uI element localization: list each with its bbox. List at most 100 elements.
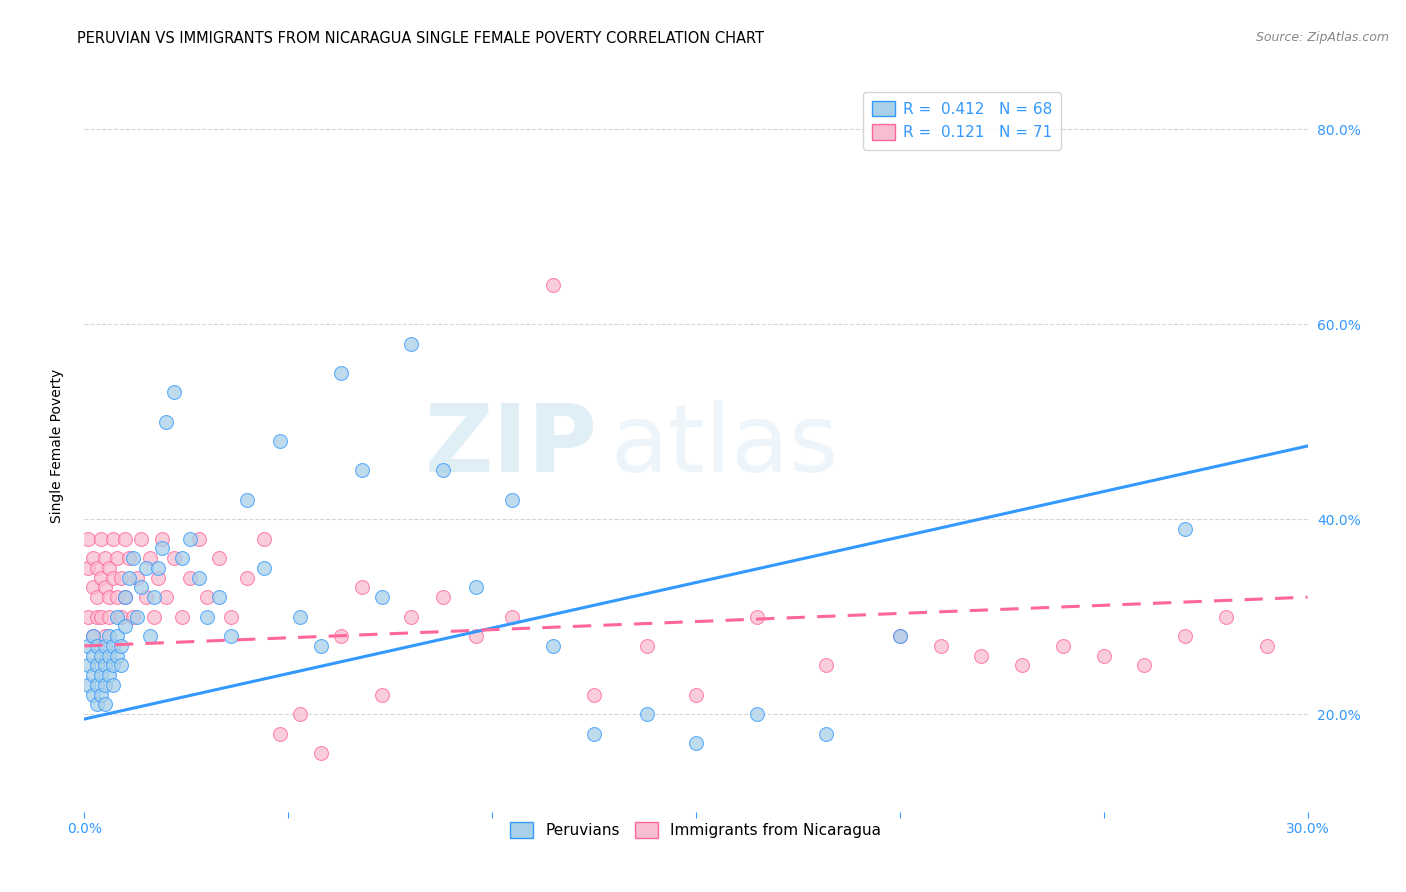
Point [150, 532, 173, 546]
Point [543, 639, 565, 653]
Point [93, 639, 115, 653]
Point [97, 561, 120, 575]
Point [187, 532, 209, 546]
Point [86, 639, 108, 653]
Point [138, 629, 160, 643]
Point [127, 609, 149, 624]
Point [142, 590, 165, 604]
Point [371, 590, 394, 604]
Point [150, 541, 173, 556]
Point [269, 434, 291, 449]
Point [146, 561, 169, 575]
Text: ZIP: ZIP [425, 400, 598, 492]
Point [747, 609, 769, 624]
Point [685, 736, 707, 750]
Point [122, 609, 145, 624]
Point [90, 532, 112, 546]
Point [195, 609, 218, 624]
Point [1174, 522, 1197, 536]
Point [127, 571, 149, 585]
Point [179, 532, 201, 546]
Point [118, 551, 141, 566]
Point [131, 532, 153, 546]
Point [86, 590, 108, 604]
Point [172, 551, 194, 566]
Point [155, 415, 177, 429]
Point [101, 678, 124, 692]
Point [330, 366, 353, 380]
Y-axis label: Single Female Poverty: Single Female Poverty [49, 369, 63, 523]
Point [142, 609, 165, 624]
Point [77, 609, 100, 624]
Point [135, 590, 157, 604]
Point [399, 336, 422, 351]
Point [290, 609, 312, 624]
Point [82, 581, 104, 595]
Text: PERUVIAN VS IMMIGRANTS FROM NICARAGUA SINGLE FEMALE POVERTY CORRELATION CHART: PERUVIAN VS IMMIGRANTS FROM NICARAGUA SI… [77, 31, 765, 46]
Point [90, 668, 112, 682]
Point [636, 639, 658, 653]
Point [179, 571, 201, 585]
Point [350, 581, 373, 595]
Point [82, 629, 104, 643]
Point [464, 581, 486, 595]
Point [110, 658, 132, 673]
Point [583, 688, 606, 702]
Point [163, 385, 186, 400]
Point [1256, 639, 1278, 653]
Point [172, 609, 194, 624]
Point [122, 551, 145, 566]
Point [195, 590, 218, 604]
Point [101, 571, 124, 585]
Point [77, 678, 100, 692]
Point [815, 658, 838, 673]
Point [90, 688, 112, 702]
Point [135, 561, 157, 575]
Point [114, 590, 136, 604]
Point [105, 648, 128, 663]
Point [138, 551, 160, 566]
Point [371, 688, 394, 702]
Point [1174, 629, 1197, 643]
Point [636, 707, 658, 722]
Point [77, 658, 100, 673]
Point [543, 278, 565, 293]
Point [815, 727, 838, 741]
Point [219, 629, 242, 643]
Point [253, 532, 276, 546]
Point [114, 590, 136, 604]
Point [101, 639, 124, 653]
Point [187, 571, 209, 585]
Point [1052, 639, 1074, 653]
Point [1133, 658, 1156, 673]
Point [93, 551, 115, 566]
Text: atlas: atlas [610, 400, 838, 492]
Point [163, 551, 186, 566]
Point [101, 532, 124, 546]
Point [110, 639, 132, 653]
Point [114, 619, 136, 633]
Point [432, 463, 454, 477]
Point [93, 629, 115, 643]
Point [82, 688, 104, 702]
Point [90, 609, 112, 624]
Point [1092, 648, 1115, 663]
Point [82, 629, 104, 643]
Point [747, 707, 769, 722]
Point [146, 571, 169, 585]
Point [464, 629, 486, 643]
Point [889, 629, 911, 643]
Point [105, 629, 128, 643]
Point [105, 551, 128, 566]
Point [330, 629, 353, 643]
Point [82, 551, 104, 566]
Point [77, 561, 100, 575]
Point [929, 639, 952, 653]
Legend: Peruvians, Immigrants from Nicaragua: Peruvians, Immigrants from Nicaragua [505, 816, 887, 845]
Point [110, 571, 132, 585]
Point [86, 658, 108, 673]
Point [97, 648, 120, 663]
Point [269, 727, 291, 741]
Point [502, 492, 524, 507]
Point [309, 746, 332, 760]
